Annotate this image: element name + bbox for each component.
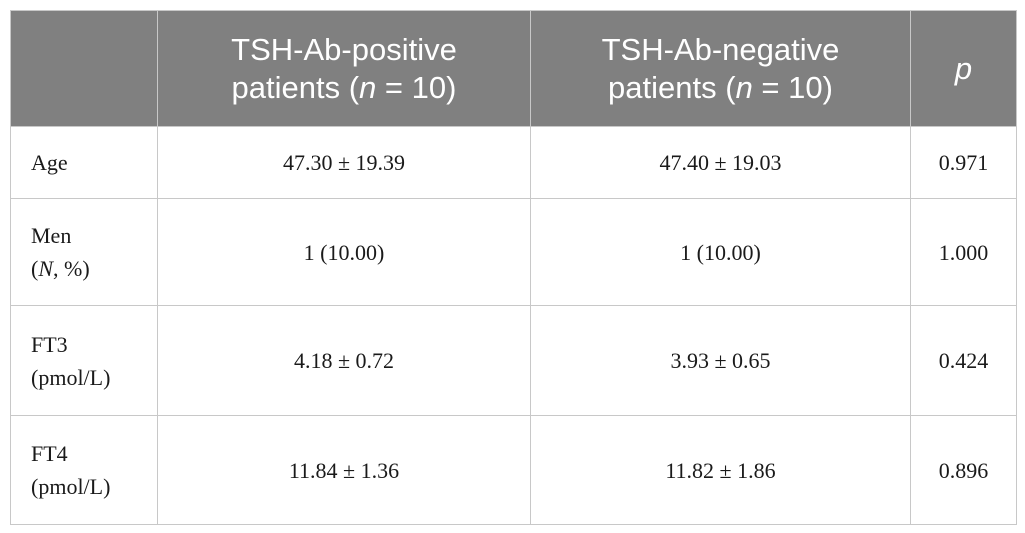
row-label-age: Age: [10, 126, 158, 199]
cell-positive: 1 (10.00): [157, 198, 531, 306]
header-negative-post: = 10): [752, 69, 833, 105]
cell-p: 0.971: [910, 126, 1017, 199]
header-positive-line2: patients (n = 10): [166, 69, 522, 107]
header-row: TSH-Ab-positive patients (n = 10) TSH-Ab…: [10, 10, 1017, 127]
cell-positive: 4.18 ± 0.72: [157, 305, 531, 416]
cell-positive: 11.84 ± 1.36: [157, 415, 531, 525]
row-label-ft4-line2: (pmol/L): [31, 474, 111, 499]
comparison-table: TSH-Ab-positive patients (n = 10) TSH-Ab…: [10, 10, 1017, 525]
header-negative: TSH-Ab-negative patients (n = 10): [530, 10, 911, 127]
header-negative-line2: patients (n = 10): [539, 69, 902, 107]
row-label-ft3: FT3 (pmol/L): [10, 305, 158, 416]
row-label-ft4: FT4 (pmol/L): [10, 415, 158, 525]
table-body: Age 47.30 ± 19.39 47.40 ± 19.03 0.971 Me…: [10, 126, 1017, 525]
table-row: Age 47.30 ± 19.39 47.40 ± 19.03 0.971: [10, 126, 1017, 199]
table-row: FT3 (pmol/L) 4.18 ± 0.72 3.93 ± 0.65 0.4…: [10, 305, 1017, 416]
header-negative-pre: patients (: [608, 69, 736, 105]
cell-negative: 1 (10.00): [530, 198, 911, 306]
cell-positive: 47.30 ± 19.39: [157, 126, 531, 199]
row-label-men-pre: (: [31, 256, 39, 281]
row-label-men: Men (N, %): [10, 198, 158, 306]
cell-negative: 11.82 ± 1.86: [530, 415, 911, 525]
header-empty-cell: [10, 10, 158, 127]
row-label-men-line2: (N, %): [31, 252, 143, 285]
header-p-label: p: [954, 50, 973, 86]
header-p: p: [910, 10, 1017, 127]
row-label-ft3-line1: FT3: [31, 331, 68, 357]
cell-p: 0.424: [910, 305, 1017, 416]
table-row: FT4 (pmol/L) 11.84 ± 1.36 11.82 ± 1.86 0…: [10, 415, 1017, 525]
table-row: Men (N, %) 1 (10.00) 1 (10.00) 1.000: [10, 198, 1017, 306]
header-positive: TSH-Ab-positive patients (n = 10): [157, 10, 531, 127]
table-header: TSH-Ab-positive patients (n = 10) TSH-Ab…: [10, 10, 1017, 127]
cell-p: 1.000: [910, 198, 1017, 306]
cell-negative: 3.93 ± 0.65: [530, 305, 911, 416]
row-label-men-line1: Men: [31, 223, 72, 248]
header-positive-post: = 10): [376, 69, 457, 105]
header-positive-line1: TSH-Ab-positive: [231, 31, 457, 67]
row-label-ft3-line2: (pmol/L): [31, 364, 111, 390]
cell-p: 0.896: [910, 415, 1017, 525]
header-negative-line1: TSH-Ab-negative: [601, 31, 840, 67]
row-label-men-var: N: [38, 256, 54, 281]
header-negative-var: n: [735, 69, 753, 105]
header-positive-var: n: [359, 69, 377, 105]
cell-negative: 47.40 ± 19.03: [530, 126, 911, 199]
row-label-men-post: , %): [53, 256, 90, 281]
header-positive-pre: patients (: [231, 69, 360, 105]
row-label-ft4-line1: FT4: [31, 441, 68, 466]
